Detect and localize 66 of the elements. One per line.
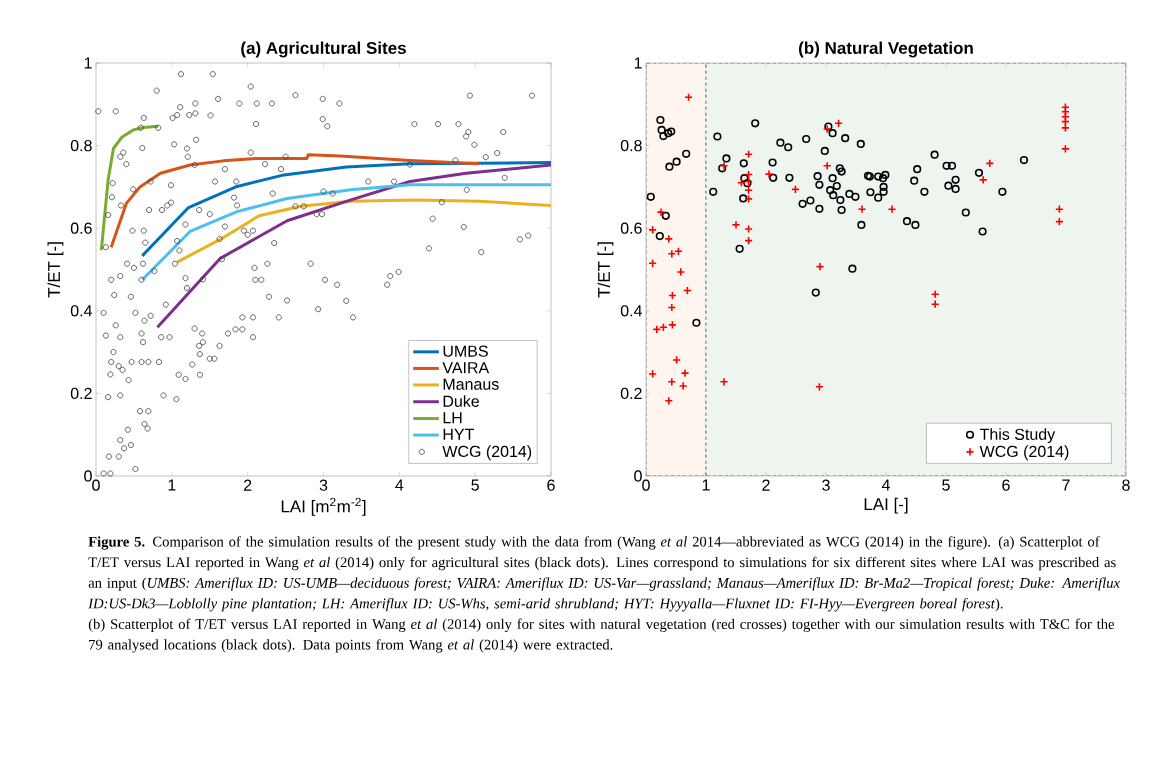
chart-title: (a) Agricultural Sites (241, 41, 406, 58)
x-tick-label: 8 (1122, 479, 1130, 491)
x-tick-label: 4 (395, 479, 404, 491)
point (887, 204, 897, 214)
line-series (155, 163, 551, 329)
legend-label: Manaus (443, 378, 499, 390)
y-tick-label: 0.6 (70, 222, 92, 234)
x-axis-title: LAI [-] (864, 497, 908, 514)
point (676, 267, 686, 277)
point (857, 204, 867, 214)
x-tick-label: 3 (822, 479, 830, 491)
x-tick-label: 0 (642, 479, 650, 491)
y-axis-title: T/ET [-] (47, 242, 64, 298)
line-series (99, 124, 160, 252)
x-tick-label: 6 (1002, 479, 1010, 491)
chart-title: (b) Natural Vegetation (799, 41, 973, 58)
line-series (175, 198, 551, 264)
point (664, 396, 674, 406)
x-tick-label: 5 (471, 479, 479, 491)
legend-label: VAIRA (442, 362, 490, 374)
point (822, 161, 832, 171)
x-tick-label: 0 (92, 479, 100, 491)
x-tick-label: 6 (547, 479, 555, 491)
legend-label: WCG (2014) (442, 445, 532, 461)
x-tick-label: 1 (168, 479, 176, 491)
point (930, 299, 940, 309)
legend-label: Duke (443, 395, 479, 407)
legend-label: LH (443, 412, 462, 424)
point (664, 234, 674, 244)
x-tick-label: 2 (762, 479, 770, 491)
point (667, 249, 677, 259)
y-tick-label: 0.2 (70, 387, 92, 400)
point (719, 377, 729, 387)
y-tick-label: 1 (634, 57, 642, 69)
x-tick-label: 7 (1062, 479, 1070, 491)
y-tick-label: 0.2 (620, 387, 642, 400)
x-tick-label: 2 (244, 479, 252, 491)
point (978, 175, 988, 185)
y-tick-label: 0.4 (620, 305, 642, 317)
point (731, 220, 741, 230)
point (680, 368, 690, 378)
y-tick-label: 0 (84, 470, 92, 482)
x-tick-label: 5 (942, 479, 950, 491)
y-tick-label: 0 (634, 470, 642, 482)
y-tick-label: 1 (84, 57, 92, 69)
y-axis-title: T/ET [-] (597, 242, 614, 298)
y-tick-label: 0.8 (70, 139, 92, 152)
text: (b) Scatterplot of T/ET versus LAI reported in Wang et al (2014) only for sites with natural vegetation (red crosses) together with our simulation results with T&C for the 79 analysed locations (black dots). Data points from Wang et al (2014) were extracted. (88, 618, 1114, 653)
point (678, 381, 688, 391)
y-tick-label: 0.8 (620, 139, 642, 152)
legend-label: UMBS (443, 345, 488, 357)
x-tick-label: 1 (702, 479, 710, 491)
x-tick-label: 4 (881, 479, 890, 491)
x-tick-label: 3 (319, 479, 328, 491)
line-series (140, 183, 551, 282)
legend-label: WCG (2014) (979, 445, 1069, 461)
line-series (109, 153, 481, 249)
legend-label: HYT (443, 428, 474, 440)
line-series (140, 161, 551, 258)
y-tick-label: 0.4 (70, 305, 92, 317)
legend-label: This Study (979, 428, 1056, 444)
x-axis-title: LAI [m$^{2}$m$^{-2}$] (281, 497, 366, 516)
point (930, 289, 940, 299)
y-tick-label: 0.6 (620, 222, 642, 234)
point (667, 377, 677, 387)
text: Figure 5. Comparison of the simulation results of the present study with the data from (Wang et al 2014—abbreviated as WCG (2014) in the figure). (a) Scatterplot of T/ET versus LAI reported in Wang et al (2014) only for agricultural sites (black dots). Lines correspond to simulations for six different sites where LAI was prescribed as an input (UMBS: Ameriflux ID: US-UMB—deciduous forest; VAIRA: Ameriflux ID: US-Var—grassland; Manaus—Ameriflux ID: Br-Ma2—Tropical forest; Duke: Ameriflux ID:US-Dk3—Loblolly pine plantation; LH: Ameriflux ID: US-Whs, semi-arid shrubland; HYT: Hyyyalla—Fluxnet ID: FI-Hyy—Evergreen boreal forest). (88, 536, 1120, 612)
